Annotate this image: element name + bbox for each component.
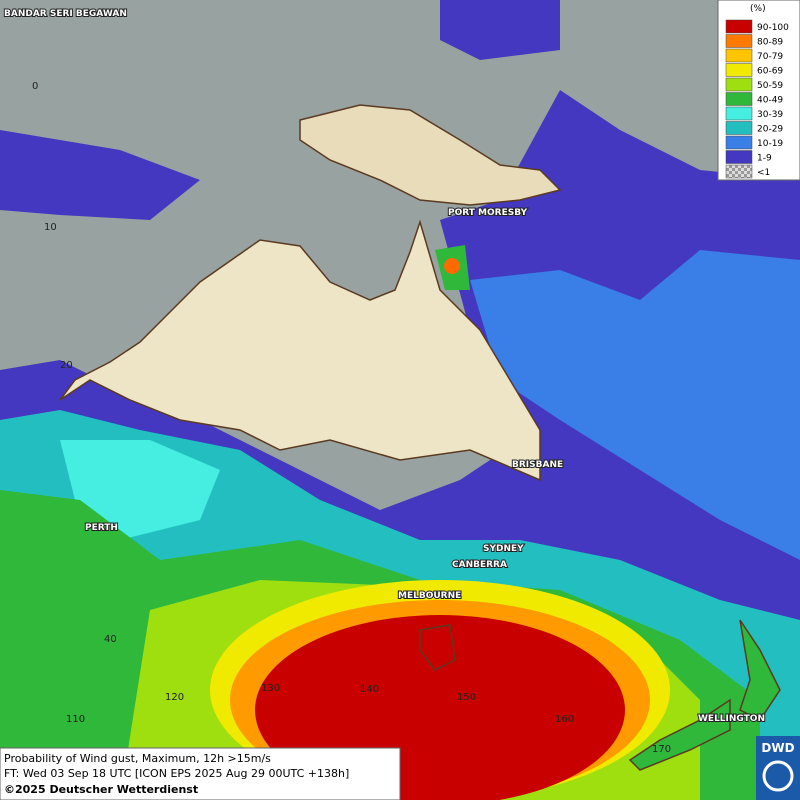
grid-label: 140 — [360, 684, 379, 695]
legend-label: 10-19 — [757, 139, 783, 149]
legend-label: 80-89 — [757, 38, 783, 48]
grid-label: 160 — [555, 714, 574, 725]
logo-icon — [762, 760, 794, 792]
caption-box — [0, 747, 401, 800]
legend-swatch — [725, 77, 753, 92]
city-label: PORT MORESBY — [448, 208, 528, 218]
legend-swatch — [725, 19, 753, 34]
legend-swatch — [725, 48, 753, 63]
city-label: CANBERRA — [452, 560, 507, 570]
legend-swatch — [725, 63, 753, 77]
city-label: BRISBANE — [512, 460, 563, 470]
grid-label: 170 — [652, 744, 671, 755]
grid-label: 130 — [261, 683, 280, 694]
new-zealand — [628, 619, 781, 771]
grid-label: 40 — [104, 634, 117, 645]
legend-label: 50-59 — [757, 81, 783, 91]
legend-title: (%) — [750, 4, 766, 14]
grid-labels: 0 10 20 40 110 120 130 140 150 160 170 — [32, 81, 671, 755]
australia — [59, 219, 541, 482]
legend-label: 40-49 — [757, 96, 783, 106]
city-label: MELBOURNE — [398, 591, 461, 601]
legend: (%) 90-100 80-89 70-79 60-69 50-59 40-49 30-39… — [717, 0, 800, 181]
city-label: PERTH — [85, 523, 118, 533]
legend-swatch — [725, 150, 753, 164]
grid-label: 20 — [60, 360, 73, 371]
new-guinea — [299, 104, 562, 206]
caption: Probability of Wind gust, Maximum, 12h >… — [0, 747, 401, 800]
city-label: WELLINGTON — [698, 714, 765, 724]
legend-label: 30-39 — [757, 110, 783, 120]
city-label: BANDAR SERI BEGAWAN — [4, 9, 127, 19]
legend-label: 1-9 — [757, 154, 772, 164]
legend-label: 60-69 — [757, 67, 783, 77]
logo-text: DWD — [761, 741, 794, 755]
area-1-9 — [0, 0, 560, 220]
logo: DWD — [756, 736, 800, 800]
legend-label: 90-100 — [757, 23, 789, 33]
city-label: SYDNEY — [483, 544, 524, 554]
legend-swatch — [725, 106, 753, 121]
grid-label: 0 — [32, 81, 38, 92]
area-80-89 — [444, 258, 460, 274]
city-labels: BANDAR SERI BEGAWAN PORT MORESBY BRISBAN… — [3, 8, 766, 725]
grid-label: 120 — [165, 692, 184, 703]
legend-swatch — [725, 34, 753, 48]
legend-label: 70-79 — [757, 52, 783, 62]
legend-swatch — [725, 135, 753, 150]
area-10-19 — [470, 250, 800, 560]
grid-label: 110 — [66, 714, 85, 725]
tasmania — [419, 624, 456, 671]
legend-swatch — [725, 92, 753, 106]
legend-swatch — [725, 121, 753, 135]
legend-label: 20-29 — [757, 125, 783, 135]
caption-line: ©2025 Deutscher Wetterdienst — [4, 783, 198, 796]
caption-line: Probability of Wind gust, Maximum, 12h >… — [4, 752, 271, 765]
grid-label: 150 — [457, 692, 476, 703]
grid-label: 10 — [44, 222, 57, 233]
caption-line: FT: Wed 03 Sep 18 UTC [ICON EPS 2025 Aug… — [4, 767, 349, 780]
legend-label: <1 — [757, 168, 770, 178]
legend-swatch — [725, 164, 753, 179]
